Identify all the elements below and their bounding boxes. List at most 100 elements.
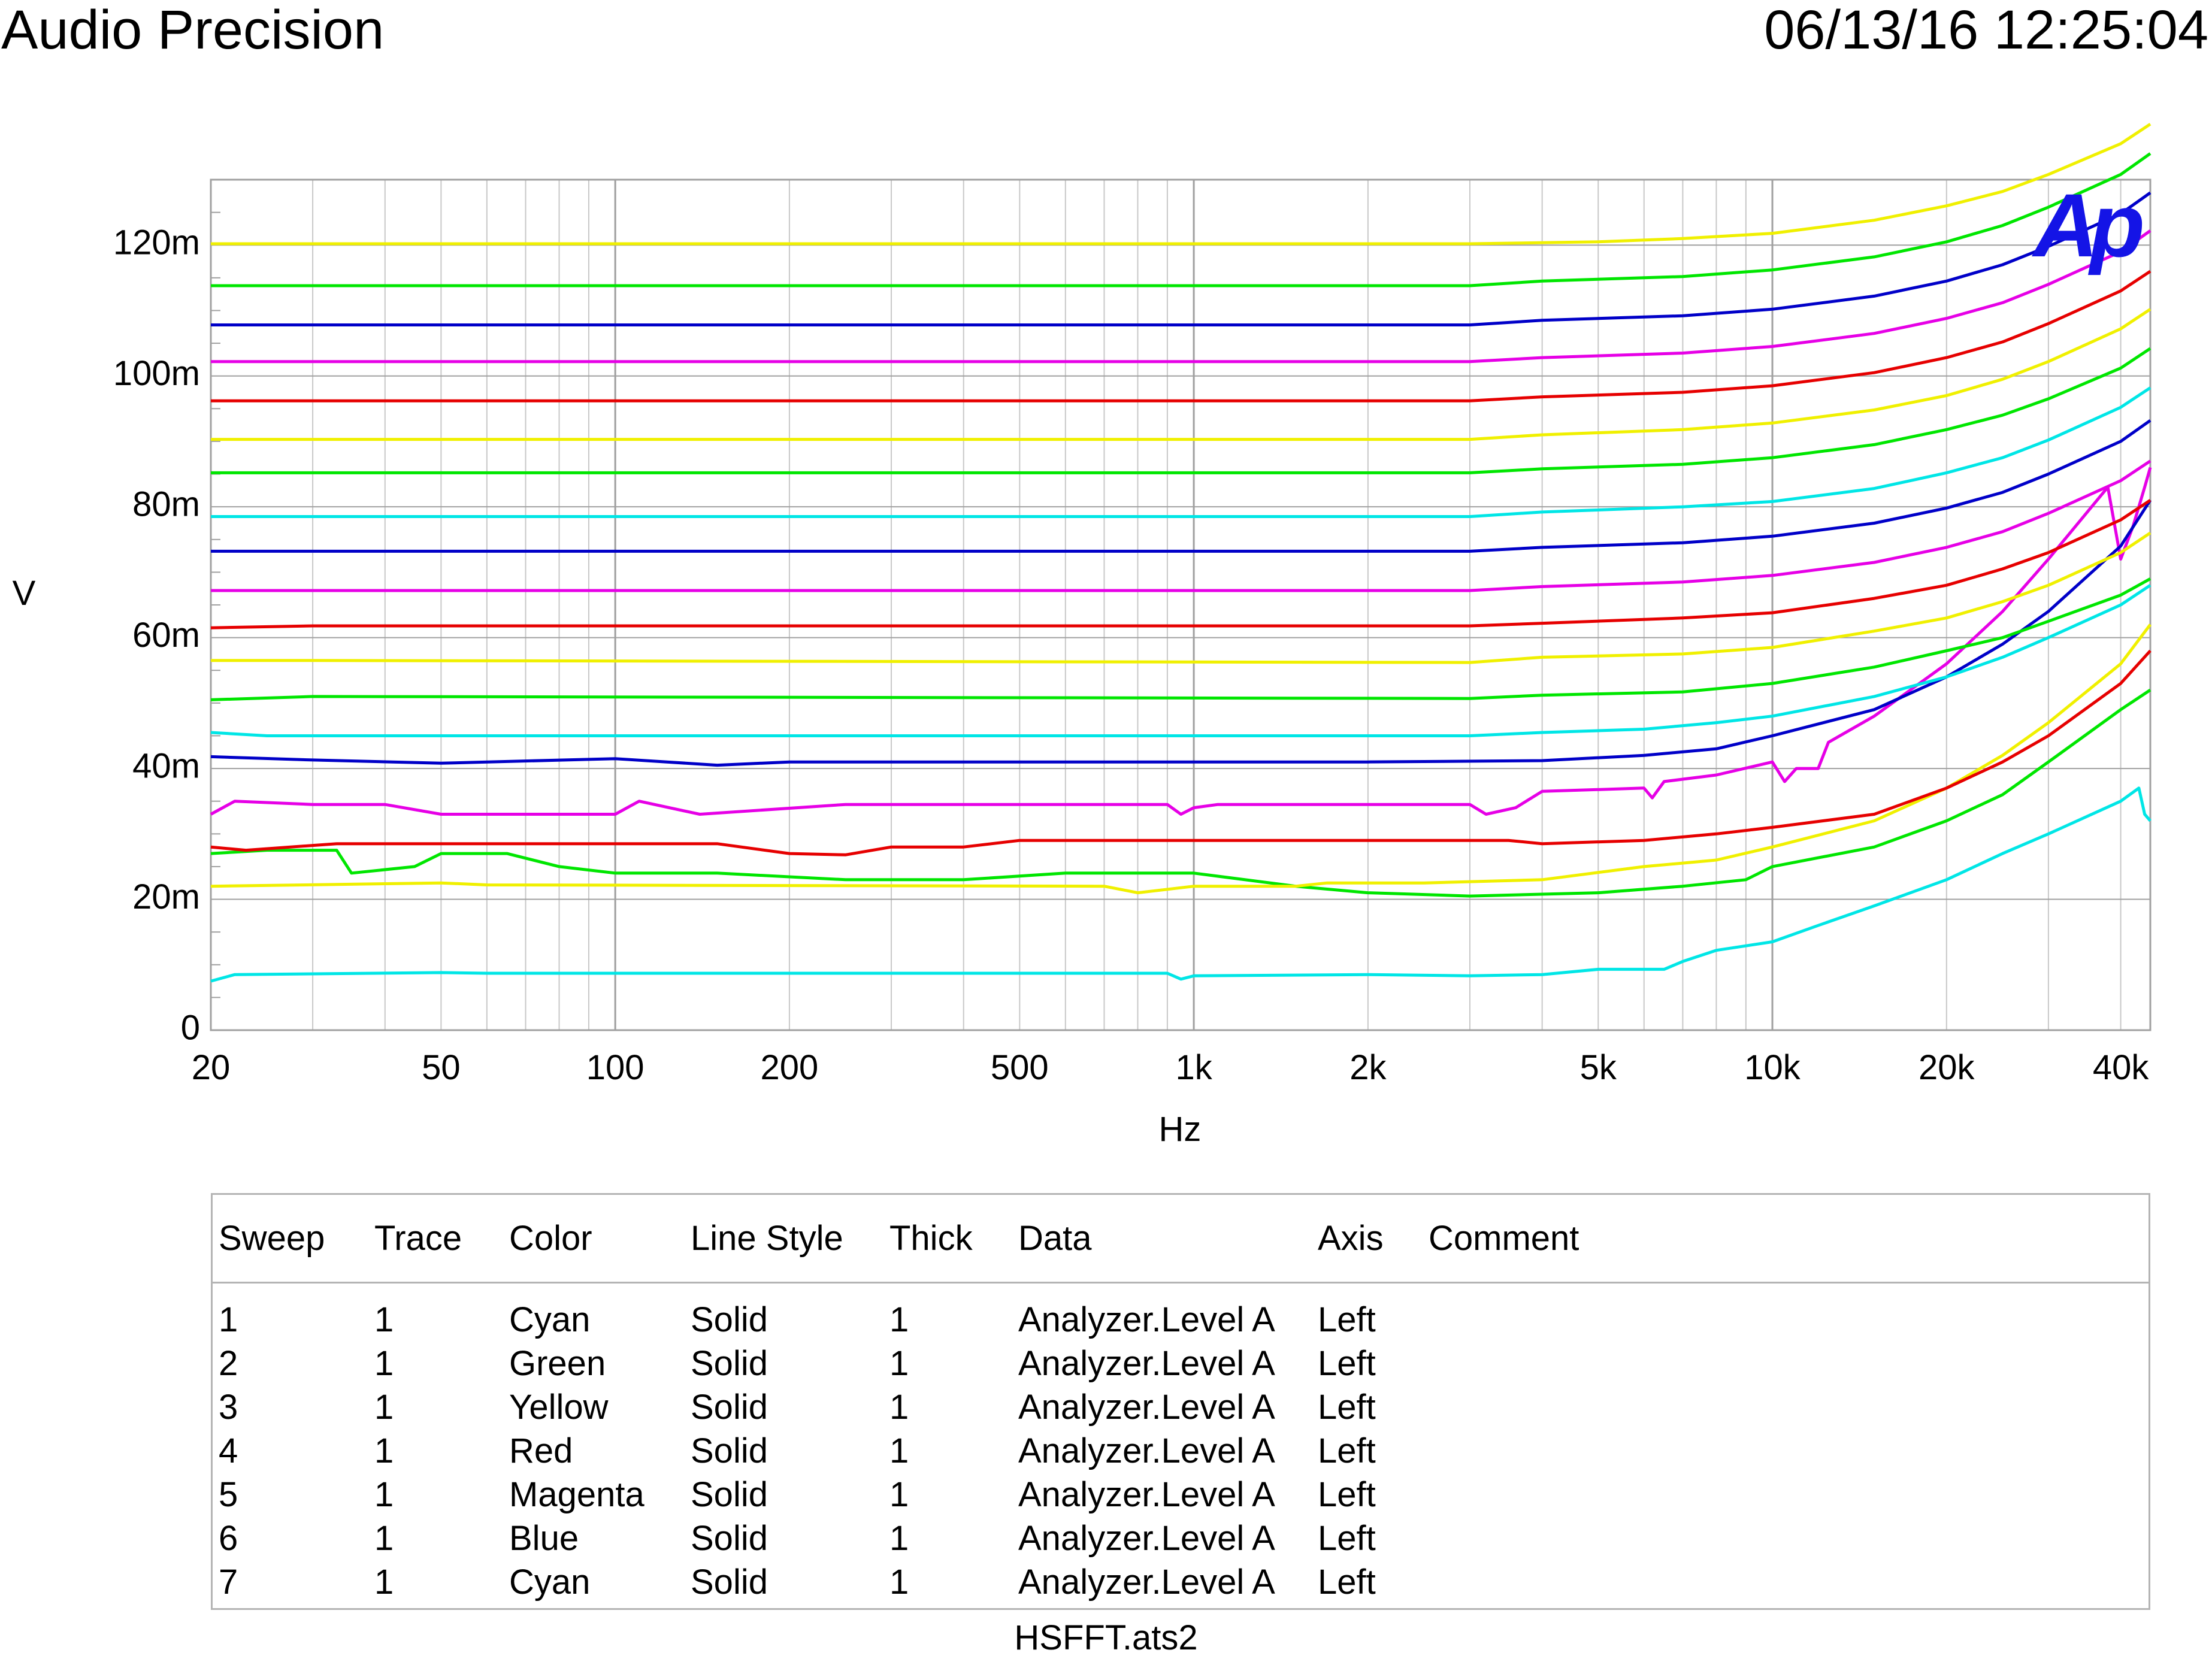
series-line-8 bbox=[210, 577, 2152, 701]
legend-cell: Solid bbox=[691, 1431, 768, 1470]
legend-cell: Solid bbox=[691, 1563, 768, 1602]
legend-cell: Left bbox=[1318, 1388, 1376, 1427]
series-line-1 bbox=[210, 786, 2152, 983]
legend-cell: Solid bbox=[691, 1388, 768, 1427]
series-line-5 bbox=[210, 467, 2152, 816]
legend-cell: 5 bbox=[219, 1475, 238, 1514]
legend-cell: Solid bbox=[691, 1519, 768, 1558]
legend-cell: 1 bbox=[889, 1519, 909, 1558]
plot-frame bbox=[210, 178, 2152, 1031]
series-line-9 bbox=[211, 531, 2152, 664]
series-line-11 bbox=[211, 459, 2152, 592]
series-line-16 bbox=[211, 270, 2152, 402]
y-tick-label: 0 bbox=[181, 1008, 200, 1047]
legend-cell: 1 bbox=[889, 1563, 909, 1602]
y-tick-labels: 0 20m 40m 60m 80m 100m 120m bbox=[113, 223, 200, 1048]
legend-header-row: Sweep Trace Color Line Style Thick Data Axis Co… bbox=[213, 1195, 2149, 1284]
legend-cell: 1 bbox=[374, 1563, 394, 1602]
legend-cell: Left bbox=[1318, 1300, 1376, 1339]
x-tick-labels: 20 50 100 200 500 1k 2k 5k 10k 20k 40k bbox=[192, 1048, 2150, 1087]
legend-cell: 4 bbox=[219, 1431, 238, 1470]
x-tick-label: 20 bbox=[192, 1048, 231, 1087]
x-tick-label: 20k bbox=[1919, 1048, 1975, 1087]
series-line-15 bbox=[211, 308, 2152, 441]
legend-cell: 1 bbox=[889, 1344, 909, 1383]
y-axis-label: V bbox=[13, 574, 36, 613]
legend-rows: 1 1 Cyan Solid 1 Analyzer.Level A Left 2 1 Green S… bbox=[213, 1298, 2149, 1604]
legend-cell: Solid bbox=[691, 1300, 768, 1339]
y-tick-label: 40m bbox=[132, 746, 200, 785]
legend-row: 3 1 Yellow Solid 1 Analyzer.Level A Left bbox=[213, 1385, 2149, 1429]
legend-cell: Analyzer.Level A bbox=[1018, 1475, 1275, 1514]
page-title: Audio Precision bbox=[1, 0, 385, 60]
legend-cell: Analyzer.Level A bbox=[1018, 1563, 1275, 1602]
legend-row: 7 1 Cyan Solid 1 Analyzer.Level A Left bbox=[213, 1560, 2149, 1604]
legend-cell: Blue bbox=[509, 1519, 579, 1558]
legend-cell: Analyzer.Level A bbox=[1018, 1519, 1275, 1558]
series-line-6 bbox=[210, 499, 2152, 767]
series-line-19 bbox=[211, 152, 2152, 287]
legend-cell: Left bbox=[1318, 1475, 1376, 1514]
legend-cell: Left bbox=[1318, 1519, 1376, 1558]
timestamp: 06/13/16 12:25:04 bbox=[1764, 0, 2208, 60]
grid bbox=[211, 180, 2150, 1030]
series-line-17 bbox=[211, 229, 2152, 364]
x-tick-label: 40k bbox=[2093, 1048, 2150, 1087]
legend-cell: Analyzer.Level A bbox=[1018, 1300, 1275, 1339]
series-line-10 bbox=[210, 499, 2152, 629]
legend-cell: 6 bbox=[219, 1519, 238, 1558]
legend-cell: 2 bbox=[219, 1344, 238, 1383]
x-tick-label: 50 bbox=[422, 1048, 461, 1087]
legend-cell: 1 bbox=[374, 1519, 394, 1558]
x-tick-label: 10k bbox=[1744, 1048, 1801, 1087]
legend-cell: 1 bbox=[374, 1475, 394, 1514]
legend-cell: 1 bbox=[889, 1388, 909, 1427]
legend-header-cell: Axis bbox=[1318, 1219, 1384, 1258]
file-name: HSFFT.ats2 bbox=[1014, 1618, 1198, 1657]
series-line-20 bbox=[211, 123, 2152, 246]
legend-cell: Left bbox=[1318, 1563, 1376, 1602]
legend-row: 2 1 Green Solid 1 Analyzer.Level A Left bbox=[213, 1342, 2149, 1385]
x-tick-label: 500 bbox=[991, 1048, 1049, 1087]
legend-header-cell: Sweep bbox=[219, 1219, 325, 1258]
y-tick-label: 80m bbox=[132, 485, 200, 523]
legend-cell: 1 bbox=[374, 1431, 394, 1470]
x-tick-label: 100 bbox=[586, 1048, 644, 1087]
legend-header-cell: Comment bbox=[1429, 1219, 1579, 1258]
legend-header-cell: Trace bbox=[374, 1219, 462, 1258]
legend-cell: Yellow bbox=[509, 1388, 609, 1427]
legend-row: 6 1 Blue Solid 1 Analyzer.Level A Left bbox=[213, 1516, 2149, 1560]
legend-row: 4 1 Red Solid 1 Analyzer.Level A Left bbox=[213, 1429, 2149, 1473]
legend-cell: Analyzer.Level A bbox=[1018, 1431, 1275, 1470]
series-line-12 bbox=[211, 419, 2152, 553]
legend-cell: 1 bbox=[889, 1300, 909, 1339]
legend-header-cell: Line Style bbox=[691, 1219, 843, 1258]
legend-cell: Analyzer.Level A bbox=[1018, 1388, 1275, 1427]
legend-cell: Solid bbox=[691, 1475, 768, 1514]
legend-header-cell: Color bbox=[509, 1219, 592, 1258]
legend-cell: Left bbox=[1318, 1344, 1376, 1383]
legend-cell: Magenta bbox=[509, 1475, 644, 1514]
series-line-3 bbox=[210, 623, 2152, 895]
x-tick-label: 5k bbox=[1580, 1048, 1617, 1087]
legend-header-cell: Thick bbox=[889, 1219, 973, 1258]
legend-cell: 1 bbox=[889, 1475, 909, 1514]
x-tick-label: 2k bbox=[1349, 1048, 1387, 1087]
x-tick-label: 1k bbox=[1175, 1048, 1212, 1087]
legend-cell: 1 bbox=[374, 1388, 394, 1427]
legend-cell: Green bbox=[509, 1344, 606, 1383]
series-line-7 bbox=[210, 584, 2152, 737]
frequency-response-chart: 0 20m 40m 60m 80m 100m 120m 20 50 100 200 500 1k 2k 5… bbox=[13, 123, 2152, 1149]
legend-header-cell: Data bbox=[1018, 1219, 1092, 1258]
y-tick-label: 100m bbox=[113, 354, 200, 393]
series-line-4 bbox=[210, 649, 2152, 856]
series-group bbox=[210, 123, 2152, 983]
y-tick-label: 20m bbox=[132, 877, 200, 916]
legend-row: 1 1 Cyan Solid 1 Analyzer.Level A Left bbox=[213, 1298, 2149, 1342]
legend-cell: 7 bbox=[219, 1563, 238, 1602]
legend-cell: Left bbox=[1318, 1431, 1376, 1470]
legend-cell: 3 bbox=[219, 1388, 238, 1427]
legend-cell: Cyan bbox=[509, 1563, 591, 1602]
series-line-2 bbox=[210, 688, 2152, 898]
y-tick-label: 120m bbox=[113, 223, 200, 262]
